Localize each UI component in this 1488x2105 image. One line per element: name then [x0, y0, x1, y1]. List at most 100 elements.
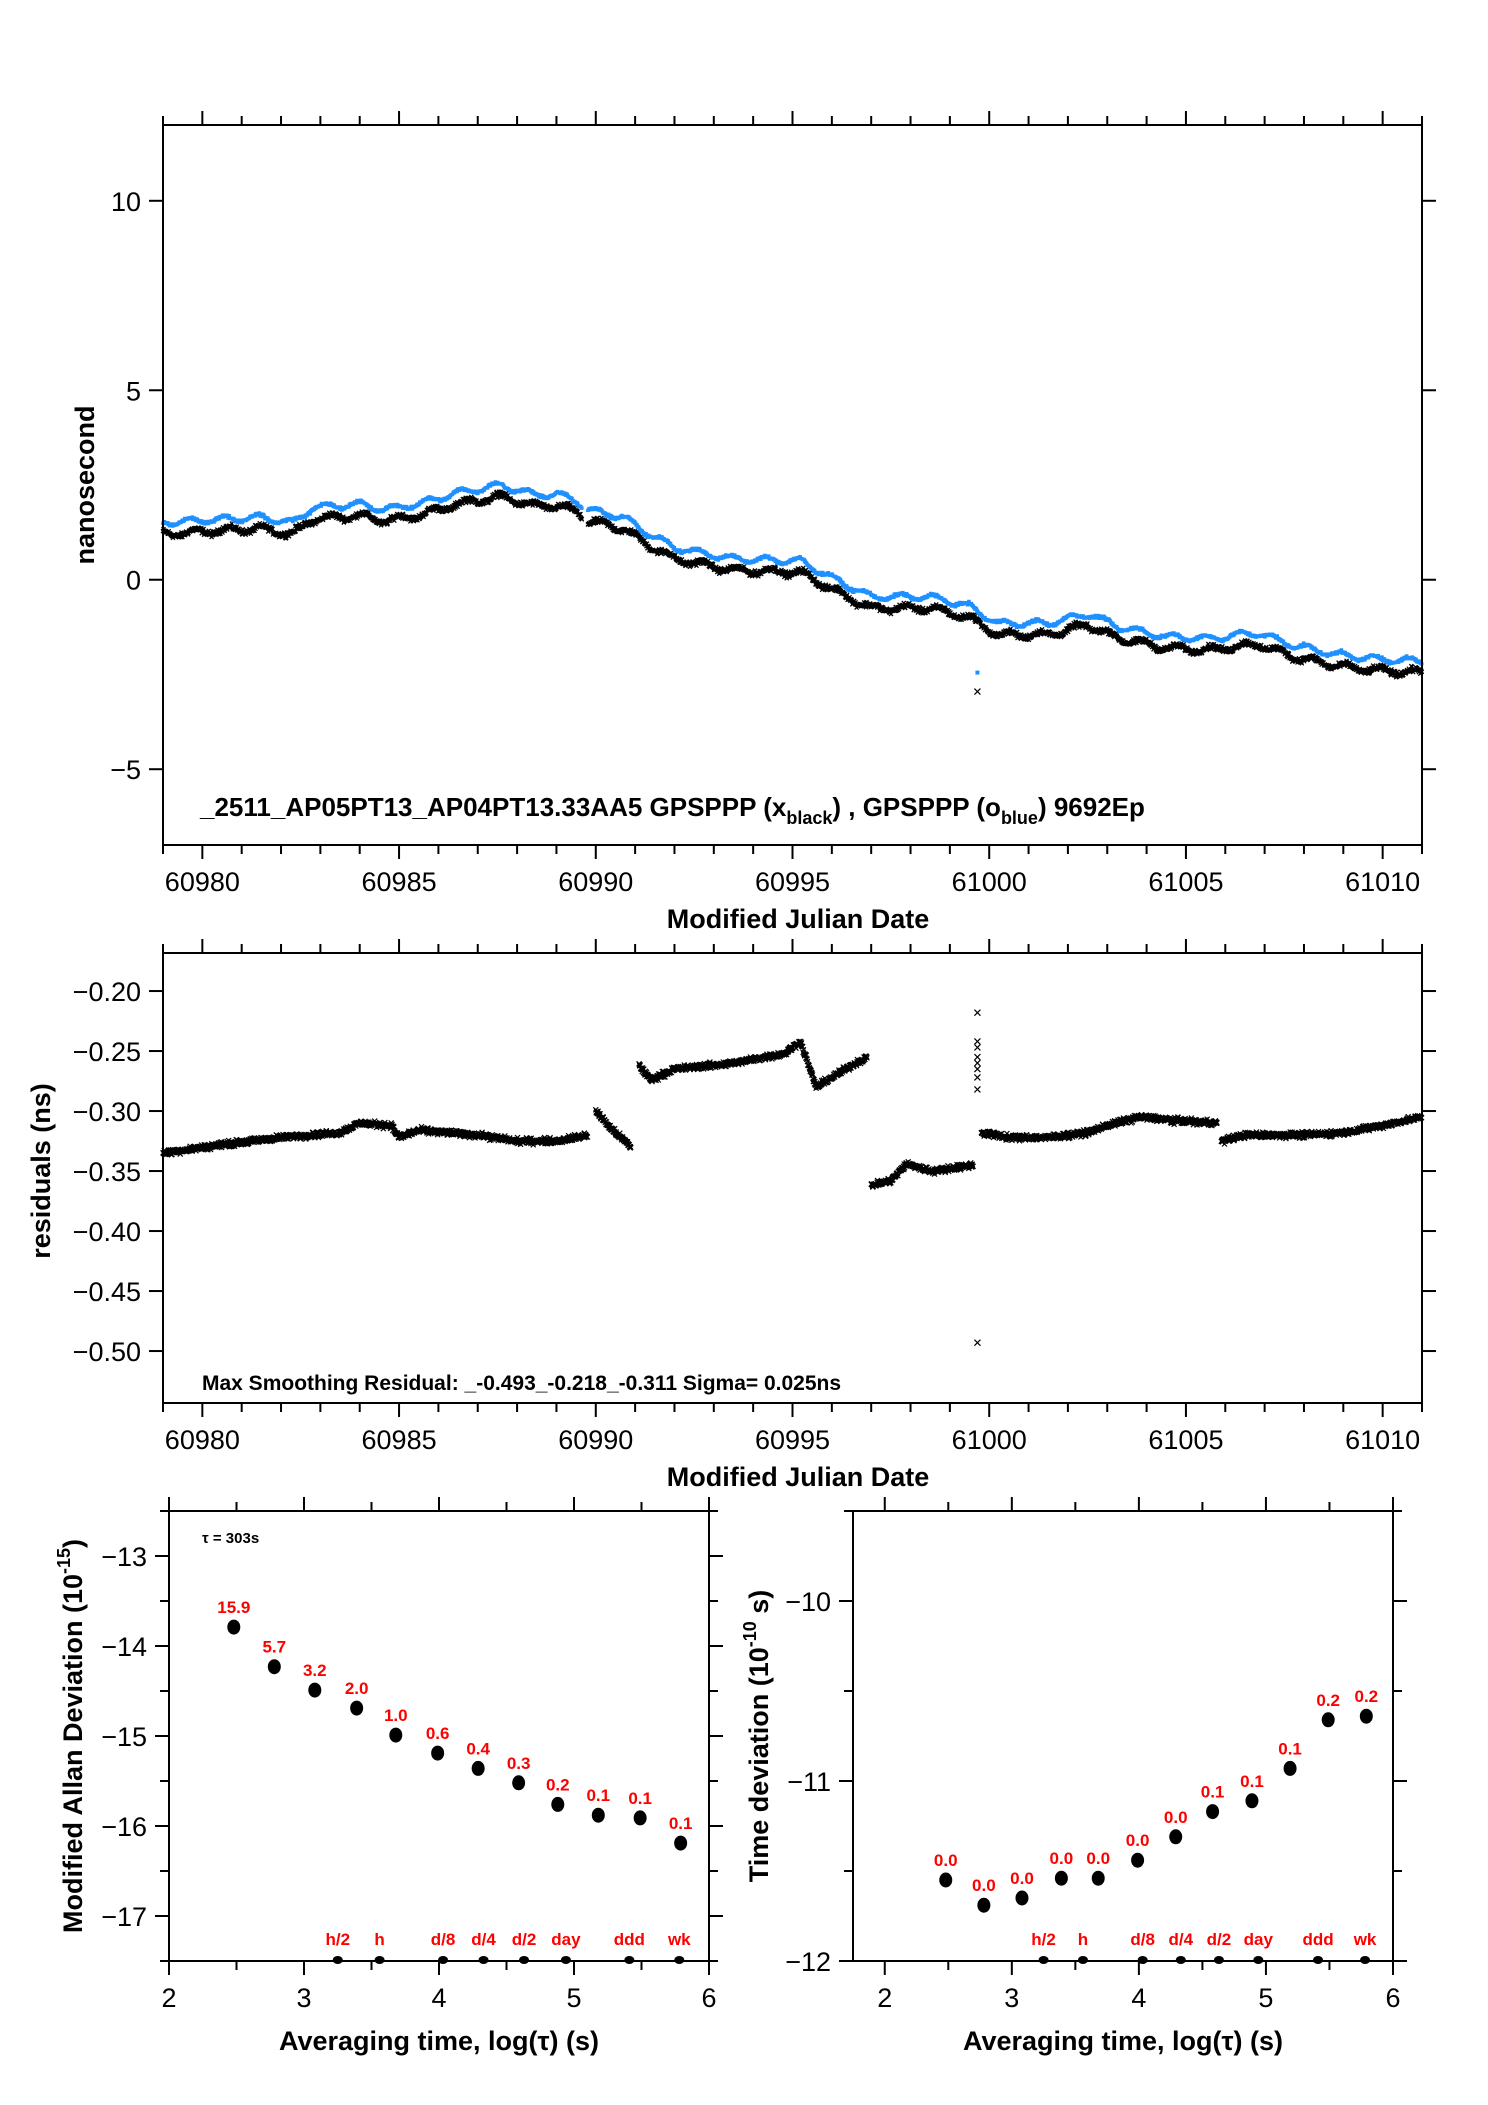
- x-tick-label: 60985: [362, 867, 437, 897]
- residual-outlier: [973, 1339, 981, 1347]
- x-tick-label: 61005: [1148, 867, 1223, 897]
- x-tick-label: 60980: [165, 867, 240, 897]
- interval-marker-label: ddd: [1302, 1930, 1333, 1949]
- residual-outlier: [973, 1074, 981, 1081]
- data-point: [1359, 1708, 1373, 1724]
- time-deviation-ylabel-sup: -10: [740, 1621, 760, 1647]
- point-label: 0.4: [466, 1739, 490, 1758]
- time-series-annotation: _2511_AP05PT13_AP04PT13.33AA5 GPSPPP (xb…: [199, 792, 1145, 828]
- y-tick-label: −0.35: [73, 1157, 141, 1187]
- time-series-frame: [162, 124, 1423, 846]
- residual-segment: [160, 1118, 591, 1158]
- residuals-frame: [162, 952, 1423, 1404]
- data-point: [1245, 1793, 1259, 1809]
- time-deviation-ylabel-main: Time deviation (10: [744, 1647, 774, 1882]
- data-point: [1169, 1829, 1183, 1845]
- interval-marker-label: d/2: [512, 1930, 537, 1949]
- residuals-data: [160, 1009, 1425, 1347]
- residual-segment: [592, 1106, 634, 1151]
- interval-marker-label: day: [551, 1930, 581, 1949]
- x-tick-label: 5: [1258, 1983, 1273, 2013]
- point-label: 3.2: [303, 1661, 327, 1680]
- interval-marker-dot: [624, 1956, 635, 1964]
- residuals-panel: 60980 60985 60990 60995 61000 61005 61010 −0.50…: [26, 939, 1436, 1492]
- data-point: [1015, 1890, 1029, 1906]
- interval-marker-label: h/2: [1031, 1930, 1056, 1949]
- y-tick-label: −11: [787, 1767, 831, 1797]
- residual-outlier: [973, 1059, 981, 1067]
- point-label: 0.1: [586, 1786, 610, 1805]
- point-label: 0.0: [972, 1876, 996, 1895]
- y-tick-label: −0.45: [73, 1277, 141, 1307]
- interval-marker-dot: [674, 1956, 685, 1964]
- data-point: [471, 1760, 485, 1776]
- x-tick-label: 2: [161, 1983, 176, 2013]
- y-tick-label: −17: [101, 1902, 147, 1932]
- point-label: 0.2: [546, 1775, 570, 1794]
- point-label: 0.0: [1164, 1808, 1188, 1827]
- residual-outlier: [973, 1086, 981, 1093]
- y-tick-label: 5: [126, 376, 141, 406]
- interval-marker-label: d/4: [1169, 1930, 1194, 1949]
- interval-marker-label: d/2: [1207, 1930, 1232, 1949]
- interval-marker-dot: [1137, 1956, 1148, 1964]
- time-deviation-panel: 2 3 4 5 6−12−11−10 0.00.0 0.00.0 0.00.00.00.10…: [740, 1497, 1407, 2056]
- x-tick-label: 4: [1131, 1983, 1146, 2013]
- y-tick-label: −12: [785, 1947, 831, 1977]
- data-point: [674, 1835, 688, 1851]
- y-tick-label: −0.50: [73, 1337, 141, 1367]
- y-tick-label: −0.25: [73, 1037, 141, 1067]
- data-point: [939, 1872, 953, 1888]
- x-tick-label: 60980: [165, 1425, 240, 1455]
- interval-marker-label: d/8: [1130, 1930, 1155, 1949]
- time-deviation-y-axis-title: Time deviation (10-10 s): [740, 1590, 774, 1883]
- y-tick-label: −16: [101, 1812, 147, 1842]
- interval-marker-dot: [1038, 1956, 1049, 1964]
- mod-allan-panel: 2 3 4 5 6 −17 −16 −15 −14 −13 15.9 5.7 3.2 2.0 1.0 0.6…: [54, 1497, 723, 2056]
- y-tick-label: 10: [111, 187, 141, 217]
- data-point: [1321, 1712, 1335, 1728]
- y-tick-label: −5: [110, 755, 141, 785]
- y-tick-label: 0: [126, 566, 141, 596]
- interval-marker-dot: [478, 1956, 489, 1964]
- point-label: 0.1: [628, 1789, 652, 1808]
- interval-marker-dot: [438, 1956, 449, 1964]
- interval-marker-dot: [519, 1956, 530, 1964]
- x-tick-label: 60995: [755, 867, 830, 897]
- point-label: 0.3: [507, 1754, 531, 1773]
- interval-marker-dot: [1213, 1956, 1224, 1964]
- residual-segment: [868, 1158, 977, 1191]
- x-tick-label: 60985: [362, 1425, 437, 1455]
- point-label: 0.1: [669, 1814, 693, 1833]
- mod-allan-x-axis-title: Averaging time, log(τ) (s): [279, 2026, 599, 2056]
- time-deviation-x-axis-title: Averaging time, log(τ) (s): [963, 2026, 1283, 2056]
- x-tick-label: 61010: [1345, 867, 1420, 897]
- data-point: [308, 1682, 322, 1698]
- point-label: 0.0: [1050, 1849, 1074, 1868]
- x-tick-label: 6: [1385, 1983, 1400, 2013]
- time-series-axes: 60980 60985 60990 60995 61000 61005 61010 −5 0 5 1…: [110, 111, 1436, 897]
- outlier-point: [973, 688, 981, 695]
- x-tick-label: 61000: [952, 1425, 1027, 1455]
- residual-outlier: [973, 1053, 981, 1061]
- interval-marker-label: h: [1078, 1930, 1088, 1949]
- residuals-y-axis-title: residuals (ns): [26, 1083, 56, 1259]
- y-tick-label: −10: [785, 1587, 831, 1617]
- residuals-annotation: Max Smoothing Residual: _-0.493_-0.218_-…: [202, 1372, 841, 1395]
- y-tick-label: −13: [101, 1542, 147, 1572]
- point-label: 0.1: [1278, 1739, 1302, 1758]
- x-tick-label: 3: [296, 1983, 311, 2013]
- interval-marker-label: day: [1244, 1930, 1274, 1949]
- interval-marker-label: wk: [1353, 1930, 1377, 1949]
- data-point: [350, 1700, 364, 1716]
- point-label: 0.0: [1010, 1869, 1034, 1888]
- point-label: 0.1: [1240, 1772, 1264, 1791]
- data-point: [633, 1810, 647, 1826]
- x-tick-label: 3: [1004, 1983, 1019, 2013]
- outlier-point: [975, 670, 980, 675]
- y-tick-label: −15: [101, 1722, 147, 1752]
- interval-marker-label: d/8: [431, 1930, 456, 1949]
- x-tick-label: 5: [566, 1983, 581, 2013]
- x-tick-label: 61005: [1148, 1425, 1223, 1455]
